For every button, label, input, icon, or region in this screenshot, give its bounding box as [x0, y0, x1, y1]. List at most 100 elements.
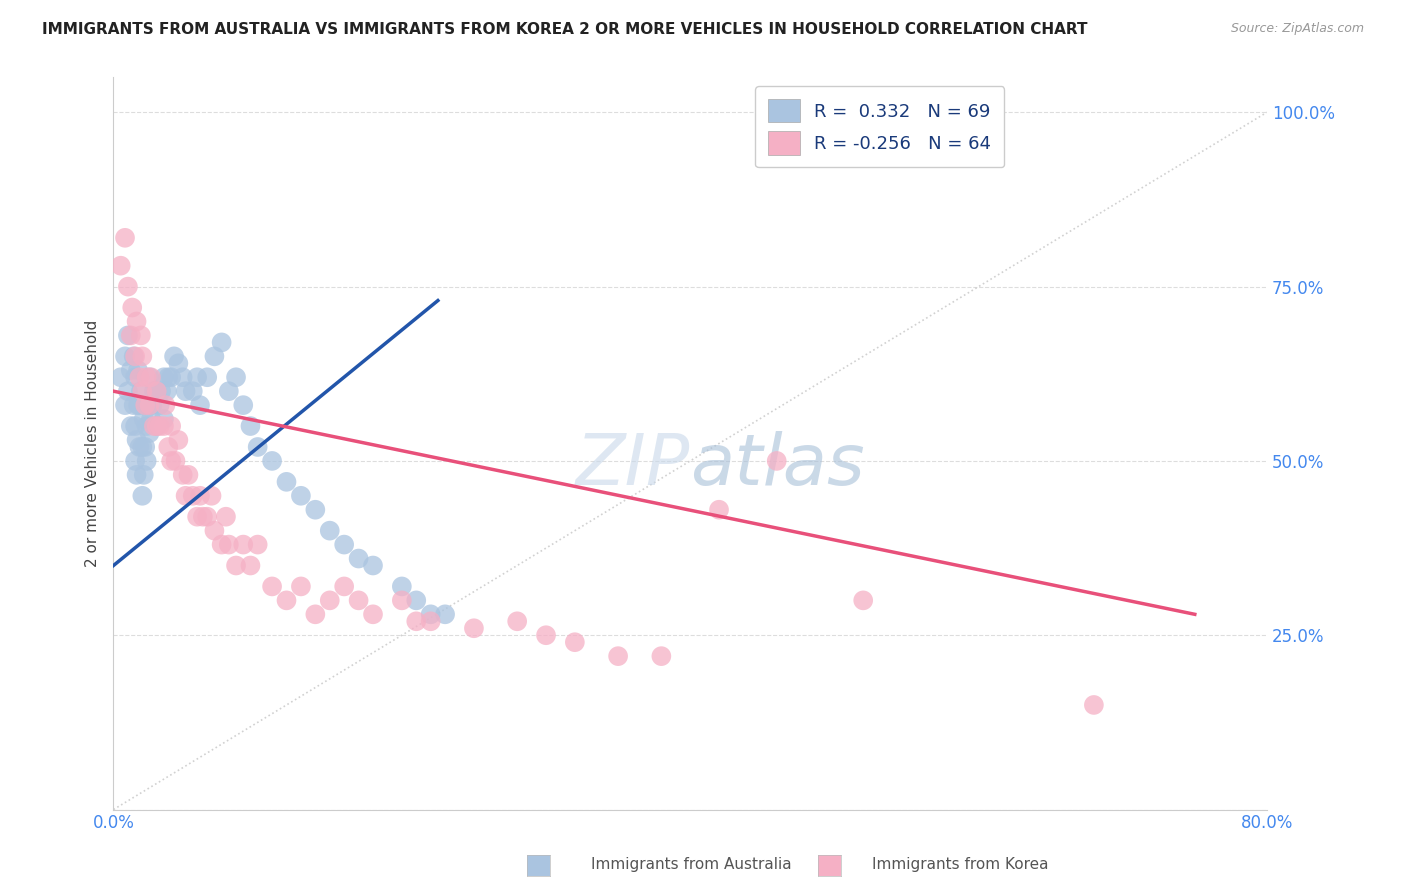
Point [765, 454, 787, 468]
Point [124, 349, 146, 363]
Point [134, 440, 156, 454]
Text: ZIP: ZIP [576, 431, 690, 500]
Point [361, 607, 384, 622]
Point [319, 524, 342, 538]
Point [128, 398, 150, 412]
Point [232, 538, 254, 552]
Point [138, 370, 160, 384]
Point [139, 370, 162, 384]
Point [122, 398, 145, 412]
Point [172, 467, 194, 482]
Point [304, 607, 326, 622]
Point [134, 398, 156, 412]
Point [149, 398, 172, 412]
Y-axis label: 2 or more Vehicles in Household: 2 or more Vehicles in Household [86, 320, 100, 567]
Point [204, 524, 226, 538]
Point [153, 419, 176, 434]
Point [218, 384, 240, 399]
Point [142, 384, 165, 399]
Point [124, 419, 146, 434]
Point [120, 328, 142, 343]
Point [225, 370, 247, 384]
Text: Immigrants from Korea: Immigrants from Korea [872, 857, 1049, 872]
Point [110, 370, 132, 384]
Point [157, 370, 180, 384]
Point [167, 356, 190, 370]
Point [114, 349, 136, 363]
Point [195, 509, 218, 524]
Point [145, 419, 167, 434]
Point [129, 384, 152, 399]
Point [163, 349, 186, 363]
Point [150, 384, 173, 399]
Point [434, 607, 457, 622]
Point [145, 384, 167, 399]
Point [391, 579, 413, 593]
Point [141, 398, 163, 412]
Text: Source: ZipAtlas.com: Source: ZipAtlas.com [1230, 22, 1364, 36]
Point [131, 440, 153, 454]
Point [174, 489, 197, 503]
Point [153, 412, 176, 426]
Point [181, 489, 204, 503]
Point [290, 579, 312, 593]
Point [232, 398, 254, 412]
Point [117, 279, 139, 293]
Point [239, 419, 262, 434]
Point [128, 370, 150, 384]
Point [120, 363, 142, 377]
Point [246, 440, 269, 454]
Point [165, 454, 187, 468]
Point [131, 349, 153, 363]
Point [132, 412, 155, 426]
Point [172, 370, 194, 384]
Point [138, 398, 160, 412]
Point [276, 475, 298, 489]
Point [347, 551, 370, 566]
Point [134, 398, 156, 412]
Point [117, 328, 139, 343]
Point [157, 440, 180, 454]
Point [195, 370, 218, 384]
Point [707, 502, 730, 516]
Point [160, 454, 183, 468]
Point [246, 538, 269, 552]
Point [160, 370, 183, 384]
Point [333, 579, 356, 593]
Point [239, 558, 262, 573]
Point [125, 467, 148, 482]
Point [276, 593, 298, 607]
Point [181, 384, 204, 399]
Text: Immigrants from Australia: Immigrants from Australia [591, 857, 792, 872]
Point [650, 649, 672, 664]
Point [160, 419, 183, 434]
Point [1083, 698, 1105, 712]
Point [405, 593, 427, 607]
Point [218, 538, 240, 552]
Point [142, 419, 165, 434]
Point [155, 398, 177, 412]
Legend: R =  0.332   N = 69, R = -0.256   N = 64: R = 0.332 N = 69, R = -0.256 N = 64 [755, 87, 1004, 167]
Point [129, 328, 152, 343]
Point [114, 231, 136, 245]
Point [186, 370, 208, 384]
Point [174, 384, 197, 399]
Point [262, 579, 284, 593]
Point [204, 349, 226, 363]
Point [135, 370, 157, 384]
Point [191, 509, 214, 524]
Point [122, 349, 145, 363]
Text: IMMIGRANTS FROM AUSTRALIA VS IMMIGRANTS FROM KOREA 2 OR MORE VEHICLES IN HOUSEHO: IMMIGRANTS FROM AUSTRALIA VS IMMIGRANTS … [42, 22, 1088, 37]
Point [564, 635, 586, 649]
Point [120, 419, 142, 434]
Point [114, 398, 136, 412]
Point [131, 384, 153, 399]
Point [225, 558, 247, 573]
Point [534, 628, 557, 642]
Point [131, 489, 153, 503]
Point [188, 398, 211, 412]
Point [506, 615, 529, 629]
Point [463, 621, 485, 635]
Point [139, 412, 162, 426]
Point [211, 335, 233, 350]
